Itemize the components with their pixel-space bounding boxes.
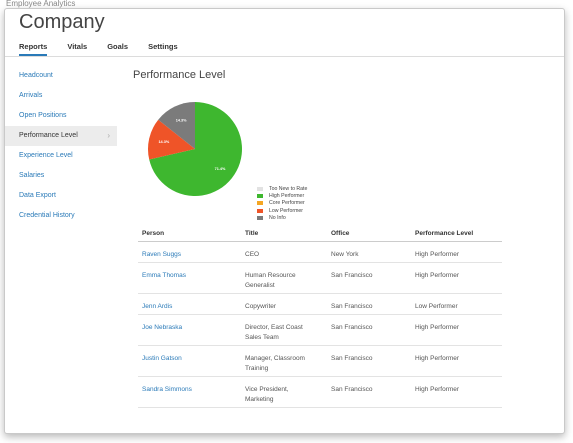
cropped-header-text: Employee Analytics — [6, 0, 76, 8]
legend-label: Low Performer — [269, 207, 304, 214]
performance-level-cell: High Performer — [415, 386, 460, 393]
table-row: Joe Nebraska Director, East Coast Sales Te… — [138, 315, 502, 346]
job-title-cell: Human Resource Generalist — [245, 271, 331, 293]
column-header-performance-level[interactable]: Performance Level — [415, 229, 474, 237]
top-tabs: Reports Vitals Goals Settings — [19, 42, 178, 56]
job-title-cell: CEO — [245, 250, 331, 262]
slice-data-label: 71.4% — [215, 167, 226, 171]
tab-settings[interactable]: Settings — [148, 42, 178, 51]
job-title-line: Marketing — [245, 396, 274, 403]
table-row: Sandra Simmons Vice President, Marketing Sa… — [138, 377, 502, 408]
legend-item: High Performer — [257, 192, 307, 199]
chevron-right-icon: › — [107, 131, 110, 140]
person-link[interactable]: Sandra Simmons — [142, 386, 192, 393]
performance-level-cell: High Performer — [415, 324, 460, 331]
sidebar-item-salaries[interactable]: Salaries — [19, 172, 45, 179]
app-header: Company Reports Vitals Goals Settings — [5, 9, 564, 57]
office-cell: San Francisco — [331, 386, 373, 393]
office-cell: New York — [331, 251, 359, 258]
performance-level-cell: Low Performer — [415, 303, 458, 310]
performance-level-cell: High Performer — [415, 355, 460, 362]
table-row: Raven Suggs CEO New York High Performer — [138, 242, 502, 263]
performance-level-cell: High Performer — [415, 272, 460, 279]
legend-swatch — [257, 215, 263, 220]
job-title-line: Copywriter — [245, 303, 277, 310]
job-title-line: Sales Team — [245, 334, 279, 341]
sidebar-item-credential-history[interactable]: Credential History — [19, 212, 75, 219]
legend-swatch — [257, 186, 263, 191]
legend-label: Too New to Rate — [269, 185, 308, 192]
job-title-line: Training — [245, 365, 269, 372]
slice-data-label: 14.3% — [158, 140, 169, 144]
job-title-line: Manager, Classroom — [245, 355, 305, 362]
person-link[interactable]: Joe Nebraska — [142, 324, 183, 331]
table-row: Justin Gatson Manager, Classroom Training S… — [138, 346, 502, 377]
legend-swatch — [257, 193, 263, 198]
sidebar-item-label: Performance Level — [19, 132, 78, 139]
app-window: Company Reports Vitals Goals Settings He… — [4, 8, 565, 434]
sidebar-item-experience-level[interactable]: Experience Level — [19, 152, 73, 159]
sidebar-item-headcount[interactable]: Headcount — [19, 72, 53, 79]
sidebar-item-open-positions[interactable]: Open Positions — [19, 112, 67, 119]
legend-swatch — [257, 201, 263, 206]
employee-table: Person Title Office Performance Level Ra… — [138, 225, 502, 408]
pie-slice-low-performer[interactable] — [148, 119, 195, 160]
job-title-line: Director, East Coast — [245, 324, 303, 331]
legend-label: No Info — [269, 214, 286, 221]
person-link[interactable]: Jenn Ardis — [142, 303, 173, 310]
legend-item: Low Performer — [257, 207, 307, 214]
reports-sidebar: Headcount Arrivals Open Positions Perfor… — [5, 66, 117, 226]
person-link[interactable]: Justin Gatson — [142, 355, 182, 362]
performance-level-cell: High Performer — [415, 251, 460, 258]
report-content: Performance Level 71.4% 14.3% 14.3% Too Ne… — [133, 69, 502, 408]
slice-data-label: 14.3% — [176, 119, 187, 123]
job-title-line: Vice President, — [245, 386, 289, 393]
job-title-line: CEO — [245, 251, 260, 258]
tab-reports[interactable]: Reports — [19, 42, 48, 56]
table-row: Emma Thomas Human Resource Generalist San F… — [138, 263, 502, 294]
job-title-line: Generalist — [245, 282, 275, 289]
legend-item: No Info — [257, 214, 307, 221]
sidebar-item-data-export[interactable]: Data Export — [19, 192, 56, 199]
office-cell: San Francisco — [331, 324, 373, 331]
legend-item: Too New to Rate — [257, 185, 307, 192]
table-body: Raven Suggs CEO New York High Performer Emma… — [138, 242, 502, 408]
person-link[interactable]: Raven Suggs — [142, 251, 182, 258]
office-cell: San Francisco — [331, 355, 373, 362]
job-title-cell: Manager, Classroom Training — [245, 354, 331, 376]
legend-label: Core Performer — [269, 200, 305, 207]
job-title-cell: Copywriter — [245, 302, 331, 314]
office-cell: San Francisco — [331, 303, 373, 310]
performance-pie-chart: 71.4% 14.3% 14.3% — [148, 102, 242, 196]
pie-slice-no-info[interactable] — [158, 102, 195, 149]
tab-goals[interactable]: Goals — [107, 42, 129, 51]
job-title-line: Human Resource — [245, 272, 296, 279]
chart-legend: Too New to Rate High Performer Core Perfor… — [257, 185, 307, 221]
job-title-cell: Director, East Coast Sales Team — [245, 323, 331, 345]
column-header-office[interactable]: Office — [331, 229, 350, 237]
table-row: Jenn Ardis Copywriter San Francisco Low Per… — [138, 294, 502, 315]
sidebar-item-arrivals[interactable]: Arrivals — [19, 92, 43, 99]
legend-label: High Performer — [269, 192, 305, 199]
table-header: Person Title Office Performance Level — [138, 225, 502, 242]
page-title: Performance Level — [133, 69, 226, 81]
legend-swatch — [257, 208, 263, 213]
column-header-title[interactable]: Title — [245, 229, 259, 237]
legend-item: Core Performer — [257, 200, 307, 207]
office-cell: San Francisco — [331, 272, 373, 279]
pie-slice-high-performer[interactable] — [149, 102, 242, 196]
sidebar-item-performance-level[interactable]: Performance Level › — [5, 126, 117, 146]
person-link[interactable]: Emma Thomas — [142, 272, 186, 279]
job-title-cell: Vice President, Marketing — [245, 385, 331, 407]
company-title: Company — [19, 11, 105, 33]
tab-vitals[interactable]: Vitals — [67, 42, 88, 51]
column-header-person[interactable]: Person — [142, 229, 165, 237]
